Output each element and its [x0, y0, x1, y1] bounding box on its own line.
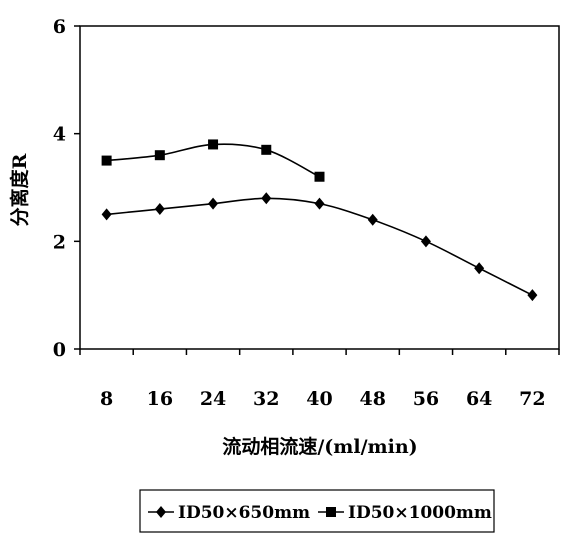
data-point — [101, 155, 112, 166]
legend-box — [139, 489, 495, 533]
y-tick-label: 0 — [53, 339, 66, 361]
data-point — [314, 197, 325, 210]
y-tick-label: 2 — [53, 231, 66, 253]
x-tick-label: 24 — [200, 388, 226, 410]
x-tick-label: 32 — [253, 388, 279, 410]
y-tick-label: 4 — [53, 124, 66, 146]
legend-label: ID50×1000mm — [348, 503, 492, 523]
x-tick-label: 64 — [466, 388, 492, 410]
series-1 — [101, 192, 538, 302]
x-axis-ticks: 8 16 24 32 40 48 56 64 72 — [79, 349, 560, 410]
data-point — [420, 235, 431, 248]
series-layer — [101, 139, 538, 302]
plot-frame — [79, 25, 560, 350]
x-tick-label: 56 — [413, 388, 439, 410]
legend: ID50×650mm ID50×1000mm — [139, 489, 495, 533]
x-tick-label: 16 — [147, 388, 173, 410]
legend-marker — [326, 507, 336, 517]
x-tick-label: 8 — [100, 388, 113, 410]
data-point — [208, 139, 219, 150]
x-axis-title: 流动相流速/(ml/min) — [222, 435, 417, 458]
data-point — [367, 213, 378, 226]
x-tick-label: 40 — [306, 388, 332, 410]
data-point — [261, 192, 272, 205]
y-axis-ticks: 0 2 4 6 — [53, 16, 80, 361]
data-point — [527, 289, 538, 302]
data-point — [154, 150, 165, 161]
legend-label: ID50×650mm — [178, 503, 310, 523]
x-tick-label: 48 — [359, 388, 385, 410]
data-point — [101, 208, 112, 221]
data-point — [261, 144, 272, 155]
legend-marker — [156, 506, 166, 518]
y-axis-title: 分离度R — [8, 153, 31, 226]
data-point — [314, 171, 325, 182]
data-point — [474, 262, 485, 275]
y-tick-label: 6 — [53, 16, 66, 38]
series-2 — [101, 139, 325, 182]
data-point — [154, 203, 165, 216]
data-point — [208, 197, 219, 210]
x-tick-label: 72 — [519, 388, 545, 410]
